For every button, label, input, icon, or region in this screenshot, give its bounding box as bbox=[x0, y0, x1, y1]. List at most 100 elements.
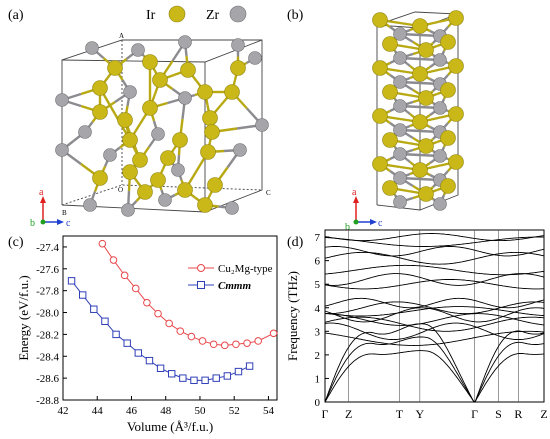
plot-c-point-1 bbox=[234, 367, 243, 376]
cell-corner-O: O bbox=[118, 186, 123, 194]
plot-d-kpoint-label: Γ bbox=[322, 407, 329, 421]
phonon-band-optical-8 bbox=[324, 330, 545, 346]
triad-a-axis-b: b bbox=[30, 218, 35, 229]
struct-b-zr-atom bbox=[393, 147, 407, 161]
struct-b-ir-atom bbox=[448, 154, 464, 170]
plot-c-ytick-label: -28.6 bbox=[36, 373, 59, 385]
plot-c-point-1 bbox=[156, 364, 165, 372]
plot-d-ytick-label: 7 bbox=[315, 232, 321, 244]
phonon-band-optical-10 bbox=[324, 273, 545, 286]
plot-c-ytick-label: -27.4 bbox=[36, 242, 59, 254]
plot-d-frame bbox=[324, 229, 545, 403]
struct-a-ir-atom bbox=[150, 172, 166, 188]
phonon-band-optical-6 bbox=[324, 316, 545, 332]
cell-corner-C: C bbox=[266, 189, 271, 197]
triad-b-axis-c: c bbox=[378, 218, 383, 229]
struct-a-zr-atom bbox=[178, 35, 192, 49]
struct-a-ir-atom bbox=[172, 132, 188, 148]
plot-d-ticks: 0 1 2 3 4 5 6 7 Γ Z T Y Γ S R Z bbox=[315, 230, 548, 421]
struct-b-ir-atom bbox=[448, 106, 464, 122]
plot-c-point-1 bbox=[145, 356, 154, 365]
plot-c-xtick-label: 46 bbox=[126, 405, 138, 417]
struct-a-zr-atom bbox=[255, 118, 269, 132]
struct-a-zr-atom bbox=[78, 125, 92, 139]
struct-b-ir-atom bbox=[382, 180, 398, 196]
phonon-band-optical-12 bbox=[324, 251, 545, 265]
struct-b-ir-atom bbox=[448, 10, 464, 26]
phonon-band-optical-3 bbox=[324, 306, 545, 317]
plot-c-point-0 bbox=[98, 239, 107, 248]
struct-a-ir-atom bbox=[197, 197, 213, 213]
plot-d-ytick-label: 6 bbox=[315, 256, 321, 268]
struct-b-zr-atom bbox=[393, 123, 407, 137]
phonon-band-optical-13 bbox=[324, 246, 545, 257]
struct-a-zr-atom bbox=[233, 143, 247, 157]
plot-c-ytick-label: -27.8 bbox=[36, 286, 59, 298]
zr-atom-legend-icon bbox=[229, 5, 247, 23]
panel-a-label: (a) bbox=[8, 8, 24, 23]
axes-triad-b: a b c bbox=[345, 187, 383, 233]
struct-a-zr-atom bbox=[231, 38, 245, 52]
phonon-band-acoustic-2 bbox=[324, 336, 545, 403]
plot-c-frame bbox=[62, 235, 278, 401]
plot-c-point-1 bbox=[168, 370, 176, 378]
struct-a-ir-atom bbox=[142, 100, 158, 116]
phonon-band-optical-1 bbox=[324, 313, 545, 326]
struct-b-ir-atom bbox=[412, 18, 428, 34]
struct-a-zr-atom bbox=[121, 203, 135, 217]
legend-cu2mg-marker bbox=[197, 264, 205, 272]
plot-d-kpoint-label: Z bbox=[540, 407, 547, 421]
atoms-panel-b bbox=[372, 10, 464, 211]
phonon-band-optical-9 bbox=[324, 279, 545, 290]
plot-c-xtick-label: 54 bbox=[263, 405, 275, 417]
struct-b-ir-atom bbox=[440, 130, 456, 146]
struct-a-ir-atom bbox=[200, 144, 216, 160]
plot-c-point-0 bbox=[109, 256, 118, 264]
plot-c-point-1 bbox=[179, 374, 187, 382]
triad-b-axis-b: b bbox=[345, 222, 350, 233]
cell-corner-A: A bbox=[119, 32, 124, 40]
plot-c-ytick-label: -27.6 bbox=[36, 264, 59, 276]
plot-d-kpoint-label: R bbox=[514, 407, 522, 421]
struct-b-ir-atom bbox=[418, 90, 434, 106]
struct-b-ir-atom bbox=[448, 58, 464, 74]
plot-c-xlabel: Volume (Å³/f.u.) bbox=[127, 419, 213, 434]
axes-triad-a: a b c bbox=[30, 187, 71, 229]
struct-a-zr-atom bbox=[151, 127, 165, 141]
struct-b-zr-atom bbox=[433, 53, 447, 67]
struct-b-zr-atom bbox=[433, 101, 447, 115]
plot-d-ytick-label: 4 bbox=[315, 303, 321, 315]
phonon-band-optical-7 bbox=[324, 322, 545, 341]
struct-a-zr-atom bbox=[171, 163, 185, 177]
phonon-band-optical-11 bbox=[324, 264, 545, 276]
plot-d-ytick-label: 0 bbox=[315, 397, 321, 409]
phonon-band-optical-14 bbox=[324, 236, 544, 247]
plot-c-point-0 bbox=[143, 298, 151, 307]
plot-c-point-1 bbox=[78, 291, 87, 299]
plot-d-ytick-label: 3 bbox=[315, 326, 321, 338]
struct-b-ir-atom bbox=[412, 114, 428, 130]
triad-b-axis-a: a bbox=[352, 187, 357, 198]
plot-d-ylabel: Frequency (THz) bbox=[285, 271, 300, 361]
struct-a-zr-atom bbox=[55, 93, 69, 107]
plot-d-ytick-label: 1 bbox=[315, 373, 321, 385]
struct-b-zr-atom bbox=[393, 99, 407, 113]
struct-b-ir-atom bbox=[382, 132, 398, 148]
legend-cmmm-text: Cmmm bbox=[218, 280, 251, 292]
plot-c-point-0 bbox=[131, 284, 140, 293]
struct-b-zr-atom bbox=[393, 27, 407, 41]
plot-c-point-0 bbox=[243, 339, 251, 347]
struct-a-ir-atom bbox=[204, 124, 220, 140]
struct-a-zr-atom bbox=[178, 91, 192, 105]
struct-b-ir-atom bbox=[382, 36, 398, 52]
struct-b-zr-atom bbox=[393, 51, 407, 65]
struct-a-ir-atom bbox=[177, 182, 193, 198]
plot-c-series bbox=[67, 239, 278, 385]
plot-c-point-1 bbox=[190, 376, 198, 385]
plot-c-ytick-label: -28.4 bbox=[36, 351, 59, 363]
plot-d-kpoint-label: Γ bbox=[471, 407, 478, 421]
plot-c-point-1 bbox=[223, 372, 232, 380]
legend-cu2mg-text: Cu₂Mg-type bbox=[218, 263, 273, 275]
struct-a-ir-atom bbox=[160, 150, 176, 166]
